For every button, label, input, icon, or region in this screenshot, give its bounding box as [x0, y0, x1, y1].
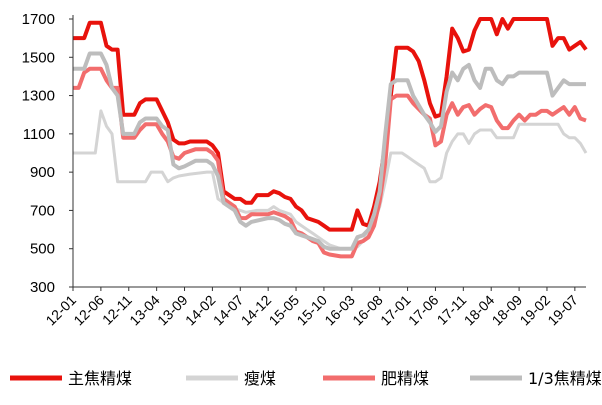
x-tick-label: 15-10: [293, 292, 330, 329]
x-tick-label: 17-06: [405, 292, 442, 329]
series-line-3: [73, 66, 587, 259]
x-axis-tick-labels: 12-0112-0612-1113-0413-0914-0214-0714-12…: [42, 292, 581, 329]
x-tick-label: 12-06: [70, 292, 107, 329]
x-tick-label: 18-04: [461, 292, 498, 329]
x-tick-label: 14-02: [182, 292, 219, 329]
x-tick-label: 13-04: [126, 292, 163, 329]
series-line-1: [73, 17, 588, 232]
y-tick-label: 1100: [23, 126, 55, 143]
series-line-4: [73, 51, 586, 251]
y-tick-label: 500: [30, 241, 55, 258]
x-tick-label: 17-11: [434, 292, 470, 328]
legend-label: 1/3焦精煤: [528, 369, 602, 388]
x-tick-label: 13-09: [154, 292, 191, 329]
y-tick-label: 1300: [22, 88, 55, 105]
y-tick-label: 700: [30, 202, 55, 219]
x-tick-label: 19-02: [516, 292, 553, 329]
x-tick-label: 12-11: [99, 292, 135, 328]
y-tick-label: 1500: [22, 49, 55, 66]
y-tick-label: 900: [30, 164, 55, 181]
series-lines: [73, 17, 588, 259]
legend: 主焦精煤 瘦煤 肥精煤 1/3焦精煤: [10, 369, 602, 388]
legend-label: 主焦精煤: [68, 369, 132, 388]
x-tick-label: 16-03: [321, 292, 358, 329]
y-axis-tick-labels: 300 500 700 900 1100 1300 1500 1700: [22, 11, 55, 296]
legend-label: 瘦煤: [244, 369, 276, 388]
x-tick-label: 15-05: [266, 292, 303, 329]
axes: [69, 15, 586, 291]
x-tick-label: 12-01: [42, 292, 79, 329]
x-tick-label: 19-07: [544, 292, 581, 329]
x-tick-label: 17-01: [377, 292, 414, 329]
x-tick-label: 16-08: [349, 292, 386, 329]
legend-label: 肥精煤: [381, 369, 429, 388]
x-tick-label: 14-07: [210, 292, 247, 329]
x-tick-label: 14-12: [238, 292, 275, 329]
x-tick-label: 18-09: [489, 292, 526, 329]
y-tick-label: 1700: [22, 11, 55, 28]
y-tick-label: 300: [30, 279, 55, 296]
